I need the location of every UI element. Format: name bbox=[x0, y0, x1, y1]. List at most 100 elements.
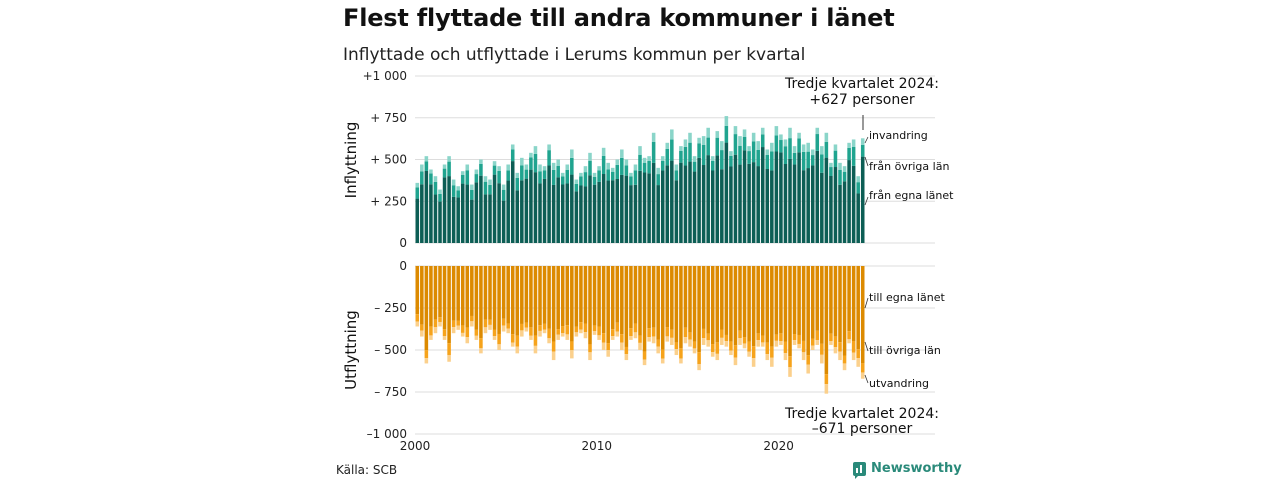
bar-out-emigration bbox=[715, 353, 720, 361]
bar-in-immigration bbox=[747, 146, 751, 152]
bar-in-local bbox=[510, 161, 515, 243]
bar-in-other bbox=[442, 168, 447, 178]
bar-out-local bbox=[692, 266, 697, 342]
bar-out-emigration bbox=[751, 358, 756, 367]
bar-in-immigration bbox=[715, 131, 720, 138]
bar-in-other bbox=[601, 155, 606, 175]
y-tick-label-bottom: – 750 bbox=[374, 385, 407, 399]
bar-out-local bbox=[483, 266, 488, 320]
bar-in-other bbox=[751, 141, 756, 163]
bar-out-other bbox=[597, 326, 601, 336]
bar-in-local bbox=[429, 184, 433, 243]
bar-in-other bbox=[524, 169, 529, 179]
bar-in-immigration bbox=[529, 152, 533, 158]
bar-in-other bbox=[542, 170, 547, 179]
series-label-leader bbox=[864, 374, 869, 384]
bar-in-immigration bbox=[797, 132, 801, 139]
bar-in-other bbox=[692, 161, 697, 172]
bar-out-emigration bbox=[551, 351, 556, 361]
bar-out-emigration bbox=[451, 327, 456, 334]
bar-out-other bbox=[847, 331, 851, 340]
bar-out-other bbox=[497, 333, 501, 345]
series-label-bottom: till övriga län bbox=[869, 344, 941, 357]
bar-in-local bbox=[806, 168, 810, 243]
bar-in-other bbox=[547, 150, 551, 166]
bar-out-emigration bbox=[756, 340, 760, 347]
bar-in-other bbox=[688, 142, 692, 162]
bar-out-other bbox=[729, 341, 733, 351]
bar-out-other bbox=[810, 338, 815, 346]
series-label-bottom: utvandring bbox=[869, 377, 929, 390]
bar-out-local bbox=[810, 266, 815, 339]
bar-out-emigration bbox=[642, 359, 647, 366]
bar-out-other bbox=[424, 350, 429, 359]
bar-in-immigration bbox=[442, 164, 447, 169]
bar-in-other bbox=[420, 171, 424, 185]
bar-in-immigration bbox=[779, 134, 783, 141]
bar-in-local bbox=[692, 171, 697, 243]
bar-in-immigration bbox=[783, 139, 788, 147]
bar-out-emigration bbox=[520, 330, 524, 337]
bar-in-local bbox=[420, 184, 424, 243]
bar-out-local bbox=[615, 266, 620, 323]
annotation-top-line2: +627 personer bbox=[809, 92, 915, 108]
bar-in-immigration bbox=[856, 176, 860, 183]
bar-out-local bbox=[742, 266, 747, 338]
bar-out-local bbox=[433, 266, 438, 320]
bar-out-local bbox=[542, 266, 547, 324]
bar-in-other bbox=[460, 174, 465, 184]
bar-out-local bbox=[856, 266, 860, 350]
bar-out-emigration bbox=[797, 343, 801, 349]
bar-in-other bbox=[715, 137, 720, 156]
bar-in-immigration bbox=[742, 129, 747, 137]
bar-in-immigration bbox=[692, 156, 697, 162]
bar-in-other bbox=[770, 151, 774, 171]
bar-in-local bbox=[820, 172, 824, 243]
bar-out-emigration bbox=[820, 354, 824, 364]
bar-out-local bbox=[492, 266, 497, 330]
bar-in-other bbox=[810, 155, 815, 166]
inflow-bars bbox=[415, 116, 865, 243]
bar-in-other bbox=[429, 173, 433, 185]
bar-out-other bbox=[783, 341, 788, 354]
bar-out-emigration bbox=[733, 357, 738, 366]
bar-out-local bbox=[824, 266, 829, 375]
bar-in-other bbox=[779, 140, 783, 153]
bar-out-other bbox=[433, 319, 438, 328]
bar-out-emigration bbox=[438, 321, 442, 327]
bar-out-other bbox=[438, 317, 442, 322]
bar-out-emigration bbox=[810, 345, 815, 350]
bar-in-local bbox=[574, 191, 579, 243]
bar-out-emigration bbox=[579, 329, 583, 334]
bar-out-other bbox=[792, 334, 797, 341]
bar-out-local bbox=[760, 266, 765, 336]
bar-out-emigration bbox=[788, 367, 792, 377]
bar-in-other bbox=[820, 154, 824, 173]
bar-in-local bbox=[679, 162, 683, 243]
x-tick-label: 2010 bbox=[582, 439, 613, 453]
bar-out-local bbox=[806, 266, 810, 356]
bar-in-immigration bbox=[806, 142, 810, 152]
bar-in-other bbox=[783, 146, 788, 165]
bar-out-other bbox=[570, 341, 574, 351]
bar-in-local bbox=[733, 154, 738, 243]
bar-in-immigration bbox=[488, 179, 492, 185]
bar-in-other bbox=[538, 171, 542, 184]
bar-out-local bbox=[779, 266, 783, 334]
bar-out-local bbox=[783, 266, 788, 342]
bar-in-immigration bbox=[842, 166, 847, 172]
bar-in-other bbox=[674, 170, 679, 181]
bar-in-local bbox=[483, 194, 488, 243]
brand-name: Newsworthy bbox=[871, 461, 962, 476]
bar-in-other bbox=[706, 137, 710, 156]
bar-out-other bbox=[683, 327, 688, 338]
bar-in-immigration bbox=[601, 147, 606, 156]
bar-in-local bbox=[765, 168, 770, 243]
bar-out-local bbox=[656, 266, 660, 340]
bar-in-immigration bbox=[756, 141, 760, 150]
bar-in-immigration bbox=[697, 137, 701, 144]
bar-out-local bbox=[515, 266, 520, 336]
bar-out-emigration bbox=[638, 342, 642, 350]
bar-in-local bbox=[497, 183, 501, 243]
bar-in-local bbox=[465, 184, 470, 243]
